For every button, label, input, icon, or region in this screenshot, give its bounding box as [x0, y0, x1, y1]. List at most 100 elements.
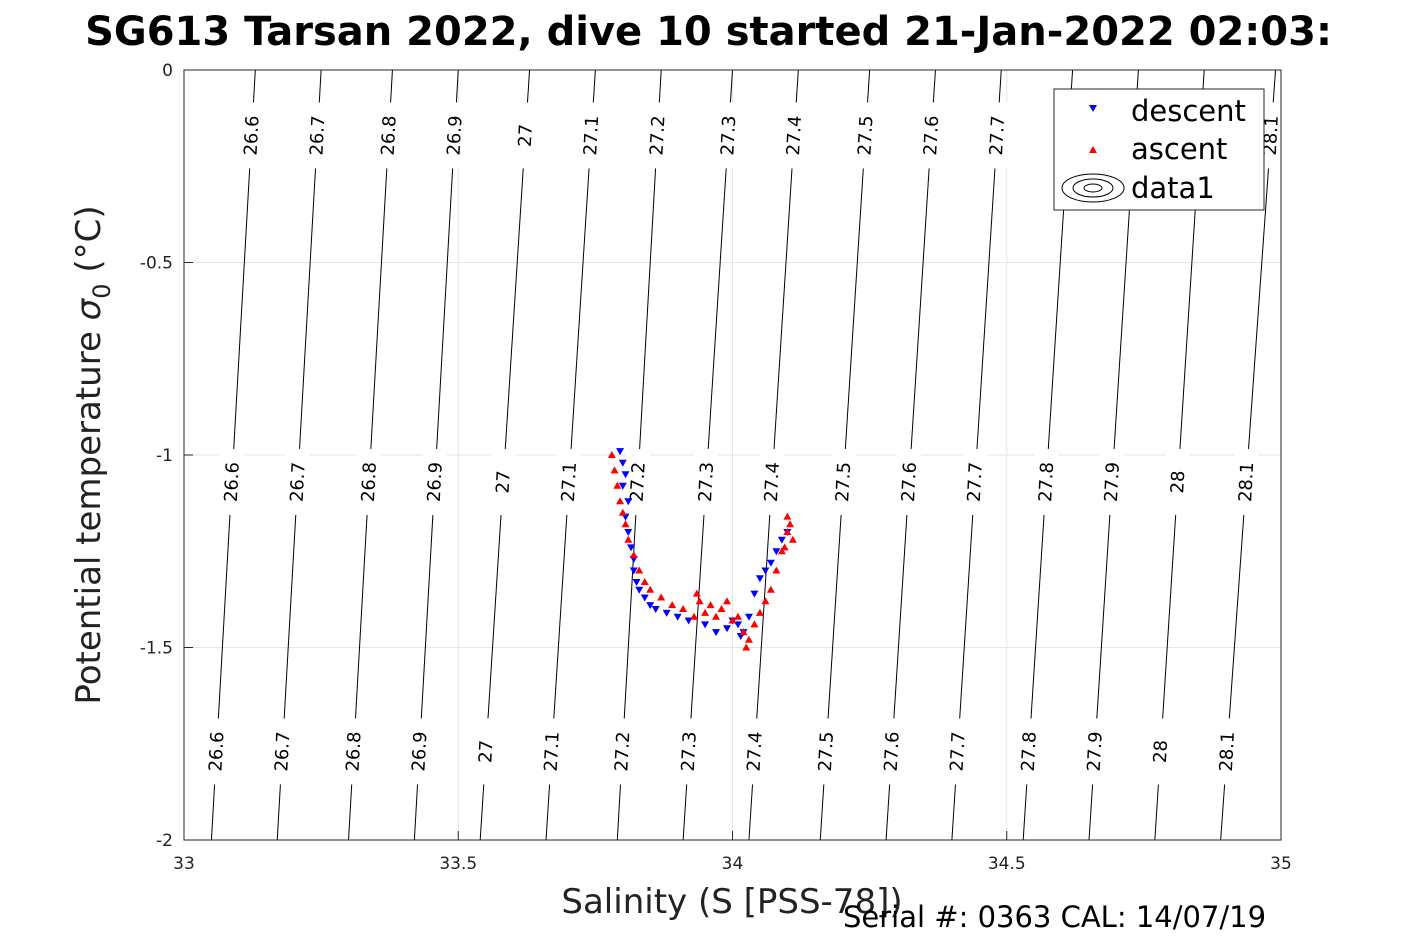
y-tick-label: -0.5 [140, 254, 173, 274]
ascent-point [772, 566, 781, 574]
ascent-point [635, 566, 644, 574]
legend-ascent-marker [1089, 146, 1097, 153]
contour-label-background [945, 718, 970, 785]
descent-point [766, 559, 775, 567]
y-tick-label: -1 [156, 446, 173, 466]
ascent-point [607, 451, 616, 458]
ascent-point [742, 643, 751, 651]
contour-label: 27.1 [580, 115, 603, 156]
ascent-point [640, 578, 649, 586]
ascent-point [777, 547, 786, 555]
ascent-point [621, 520, 630, 528]
x-axis-ticks: 33 33.5 34 34.5 35 [173, 831, 1292, 874]
contour-label-group: 28.1 28.1 28.1 [1214, 102, 1283, 785]
contour-label: 26.7 [271, 731, 294, 772]
ascent-point [618, 508, 627, 516]
ascent-point [610, 466, 619, 474]
contour-label: 27.8 [1035, 461, 1058, 502]
chart-title: SG613 Tarsan 2022, dive 10 started 21-Ja… [85, 9, 1332, 55]
contour-label-background [422, 448, 447, 515]
descent-point [646, 602, 655, 610]
contour-label-group: 27.6 27.6 27.6 [879, 102, 943, 785]
y-tick-label: -1.5 [140, 639, 173, 659]
descent-point [777, 536, 786, 544]
contour-label-background [407, 718, 432, 785]
descent-point [662, 609, 671, 617]
ascent-point [668, 601, 677, 609]
ascent-point [739, 628, 748, 636]
ascent-point [690, 612, 699, 620]
contour-label: 28.1 [1216, 731, 1239, 772]
ascent-point [744, 635, 753, 643]
contour-label: 27 [515, 123, 537, 147]
contour-label-background [1148, 718, 1173, 785]
descent-point [651, 606, 660, 613]
x-axis-label: Salinity (S [PSS-78]) [561, 882, 902, 922]
x-tick-label: 35 [1270, 854, 1292, 874]
contour-label-background [305, 102, 330, 169]
x-tick-label: 33.5 [439, 854, 477, 874]
contour-label-background [716, 102, 741, 169]
contour-label: 27 [493, 470, 515, 494]
descent-point [723, 625, 732, 633]
legend-data1-label: data1 [1131, 171, 1215, 205]
contour-label: 26.8 [343, 731, 366, 772]
contour-label: 27.5 [854, 115, 877, 156]
legend-descent-marker [1089, 105, 1097, 112]
x-tick-label: 33 [173, 854, 195, 874]
contour-label-background [376, 102, 401, 169]
contour-label-group: 27.5 27.5 27.5 [813, 102, 877, 785]
serial-cal-footer: Serial #: 0363 CAL: 14/07/19 [843, 900, 1267, 934]
descent-point [616, 448, 625, 456]
descent-point [618, 482, 627, 490]
descent-point [701, 621, 710, 629]
contour-label-group: 27.4 27.4 27.4 [742, 102, 806, 785]
contour-label-background [204, 718, 229, 785]
y-axis-label-symbol: σ [69, 297, 109, 320]
descent-point [629, 567, 638, 575]
contour-label-background [219, 448, 244, 515]
ascent-point [701, 608, 710, 616]
ascent-point [706, 601, 715, 609]
contour-label: 26.6 [241, 115, 264, 156]
y-tick-label: 0 [162, 61, 173, 81]
contour-label: 27.8 [1018, 731, 1041, 772]
ascent-point [629, 551, 638, 559]
contour-label: 27.7 [964, 461, 987, 502]
legend-box [1053, 88, 1265, 211]
contour-label: 27.2 [627, 461, 650, 502]
contour-label-background [676, 718, 701, 785]
descent-point [624, 498, 633, 506]
contour-label: 26.8 [358, 461, 381, 502]
contour-label-background [742, 718, 767, 785]
x-tick-label: 34.5 [988, 854, 1026, 874]
contour-label: 27.2 [611, 731, 634, 772]
contour-label: 26.9 [443, 115, 466, 156]
ascent-point [728, 616, 737, 624]
contour-label-background [831, 448, 856, 515]
descent-point [632, 579, 641, 587]
ascent-point [733, 612, 742, 620]
contour-label: 27.3 [717, 115, 740, 156]
ascent-point [624, 535, 633, 543]
contour-label: 26.6 [221, 461, 244, 502]
contour-label-background [442, 102, 467, 169]
contour-label: 27.3 [695, 461, 718, 502]
legend-descent-label: descent [1131, 94, 1246, 128]
contour-label-group: 26.8 26.8 26.8 [341, 102, 401, 785]
contour-label: 27.6 [898, 461, 921, 502]
contour-label-background [341, 718, 366, 785]
descent-point [673, 613, 682, 621]
contour-label-background [579, 102, 604, 169]
contour-label: 26.7 [287, 461, 310, 502]
contour-label-background [1016, 718, 1041, 785]
x-tick-label: 34 [722, 854, 744, 874]
contour-label: 27.4 [744, 731, 767, 772]
contour-label-background [694, 448, 719, 515]
contour-label: 27.7 [947, 731, 970, 772]
contour-label: 27.7 [986, 115, 1009, 156]
descent-point [640, 594, 649, 602]
ascent-point [780, 543, 789, 551]
ascent-point [717, 605, 726, 612]
y-axis-ticks: 0 -0.5 -1 -1.5 -2 [140, 61, 193, 851]
